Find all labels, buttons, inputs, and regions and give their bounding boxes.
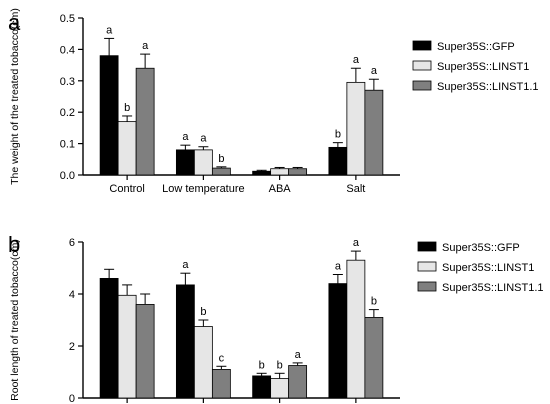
bar (328, 146, 348, 176)
bar (270, 378, 290, 399)
bar (346, 259, 366, 399)
bar (252, 375, 272, 399)
significance-label: a (371, 65, 378, 77)
legend-swatch (412, 60, 432, 71)
legend-swatch (412, 40, 432, 51)
y-tick-label: 2 (69, 341, 75, 353)
bar (252, 170, 272, 176)
significance-label: a (106, 24, 113, 36)
significance-label: a (353, 54, 360, 66)
legend-label: Super35S::LINST1.1 (437, 81, 539, 93)
category-label: Control (109, 183, 144, 195)
legend-label: Super35S::GFP (437, 41, 515, 53)
bar (288, 365, 308, 399)
bar (135, 67, 155, 176)
y-tick-label: 0.4 (60, 44, 75, 56)
legend-swatch (417, 261, 437, 272)
significance-label: a (200, 133, 207, 145)
significance-label: b (200, 306, 206, 318)
legend-label: Super35S::GFP (442, 242, 520, 254)
y-tick-label: 0.3 (60, 76, 75, 88)
bar (117, 294, 137, 399)
bar (193, 326, 213, 399)
y-tick-label: 0.1 (60, 139, 75, 151)
y-tick-label: 0.5 (60, 13, 75, 25)
legend-label: Super35S::LINST1 (442, 262, 534, 274)
significance-label: b (218, 153, 224, 165)
legend-swatch (417, 241, 437, 252)
panel-letter: b (8, 232, 20, 257)
significance-label: b (335, 129, 341, 141)
legend-swatch (417, 281, 437, 292)
bar (211, 368, 231, 399)
bar (175, 284, 195, 399)
significance-label: b (124, 102, 130, 114)
y-tick-label: 0.2 (60, 107, 75, 119)
bar (193, 149, 213, 176)
significance-label: a (353, 237, 360, 249)
category-label: ABA (269, 183, 292, 195)
category-label: Salt (346, 183, 365, 195)
y-tick-label: 0 (69, 393, 75, 404)
y-tick-label: 4 (69, 289, 75, 301)
legend-label: Super35S::LINST1.1 (442, 282, 544, 294)
bar (99, 277, 119, 399)
significance-label: b (259, 359, 265, 371)
bar (99, 55, 119, 176)
y-axis-title: The weight of the treated tobacco(cm) (9, 8, 21, 185)
bar (364, 316, 384, 399)
bar (364, 89, 384, 176)
significance-label: b (277, 359, 283, 371)
bar (135, 303, 155, 399)
panel-letter: a (8, 10, 21, 35)
significance-label: a (182, 259, 189, 271)
category-label: Low temperature (162, 183, 245, 195)
significance-label: a (142, 40, 149, 52)
bar (288, 168, 308, 176)
y-axis-title: Root length of treated tobacco(cm) (9, 239, 21, 401)
bar (175, 149, 195, 176)
significance-label: b (371, 296, 377, 308)
legend-label: Super35S::LINST1 (437, 61, 529, 73)
significance-label: a (335, 261, 342, 273)
bar (346, 81, 366, 176)
bar (328, 283, 348, 399)
bar (270, 168, 290, 176)
legend-swatch (412, 80, 432, 91)
significance-label: c (219, 352, 225, 364)
bar (211, 167, 231, 176)
y-tick-label: 0.0 (60, 170, 75, 182)
significance-label: a (182, 131, 189, 143)
significance-label: a (295, 349, 302, 361)
y-tick-label: 6 (69, 237, 75, 249)
bar (117, 121, 137, 176)
